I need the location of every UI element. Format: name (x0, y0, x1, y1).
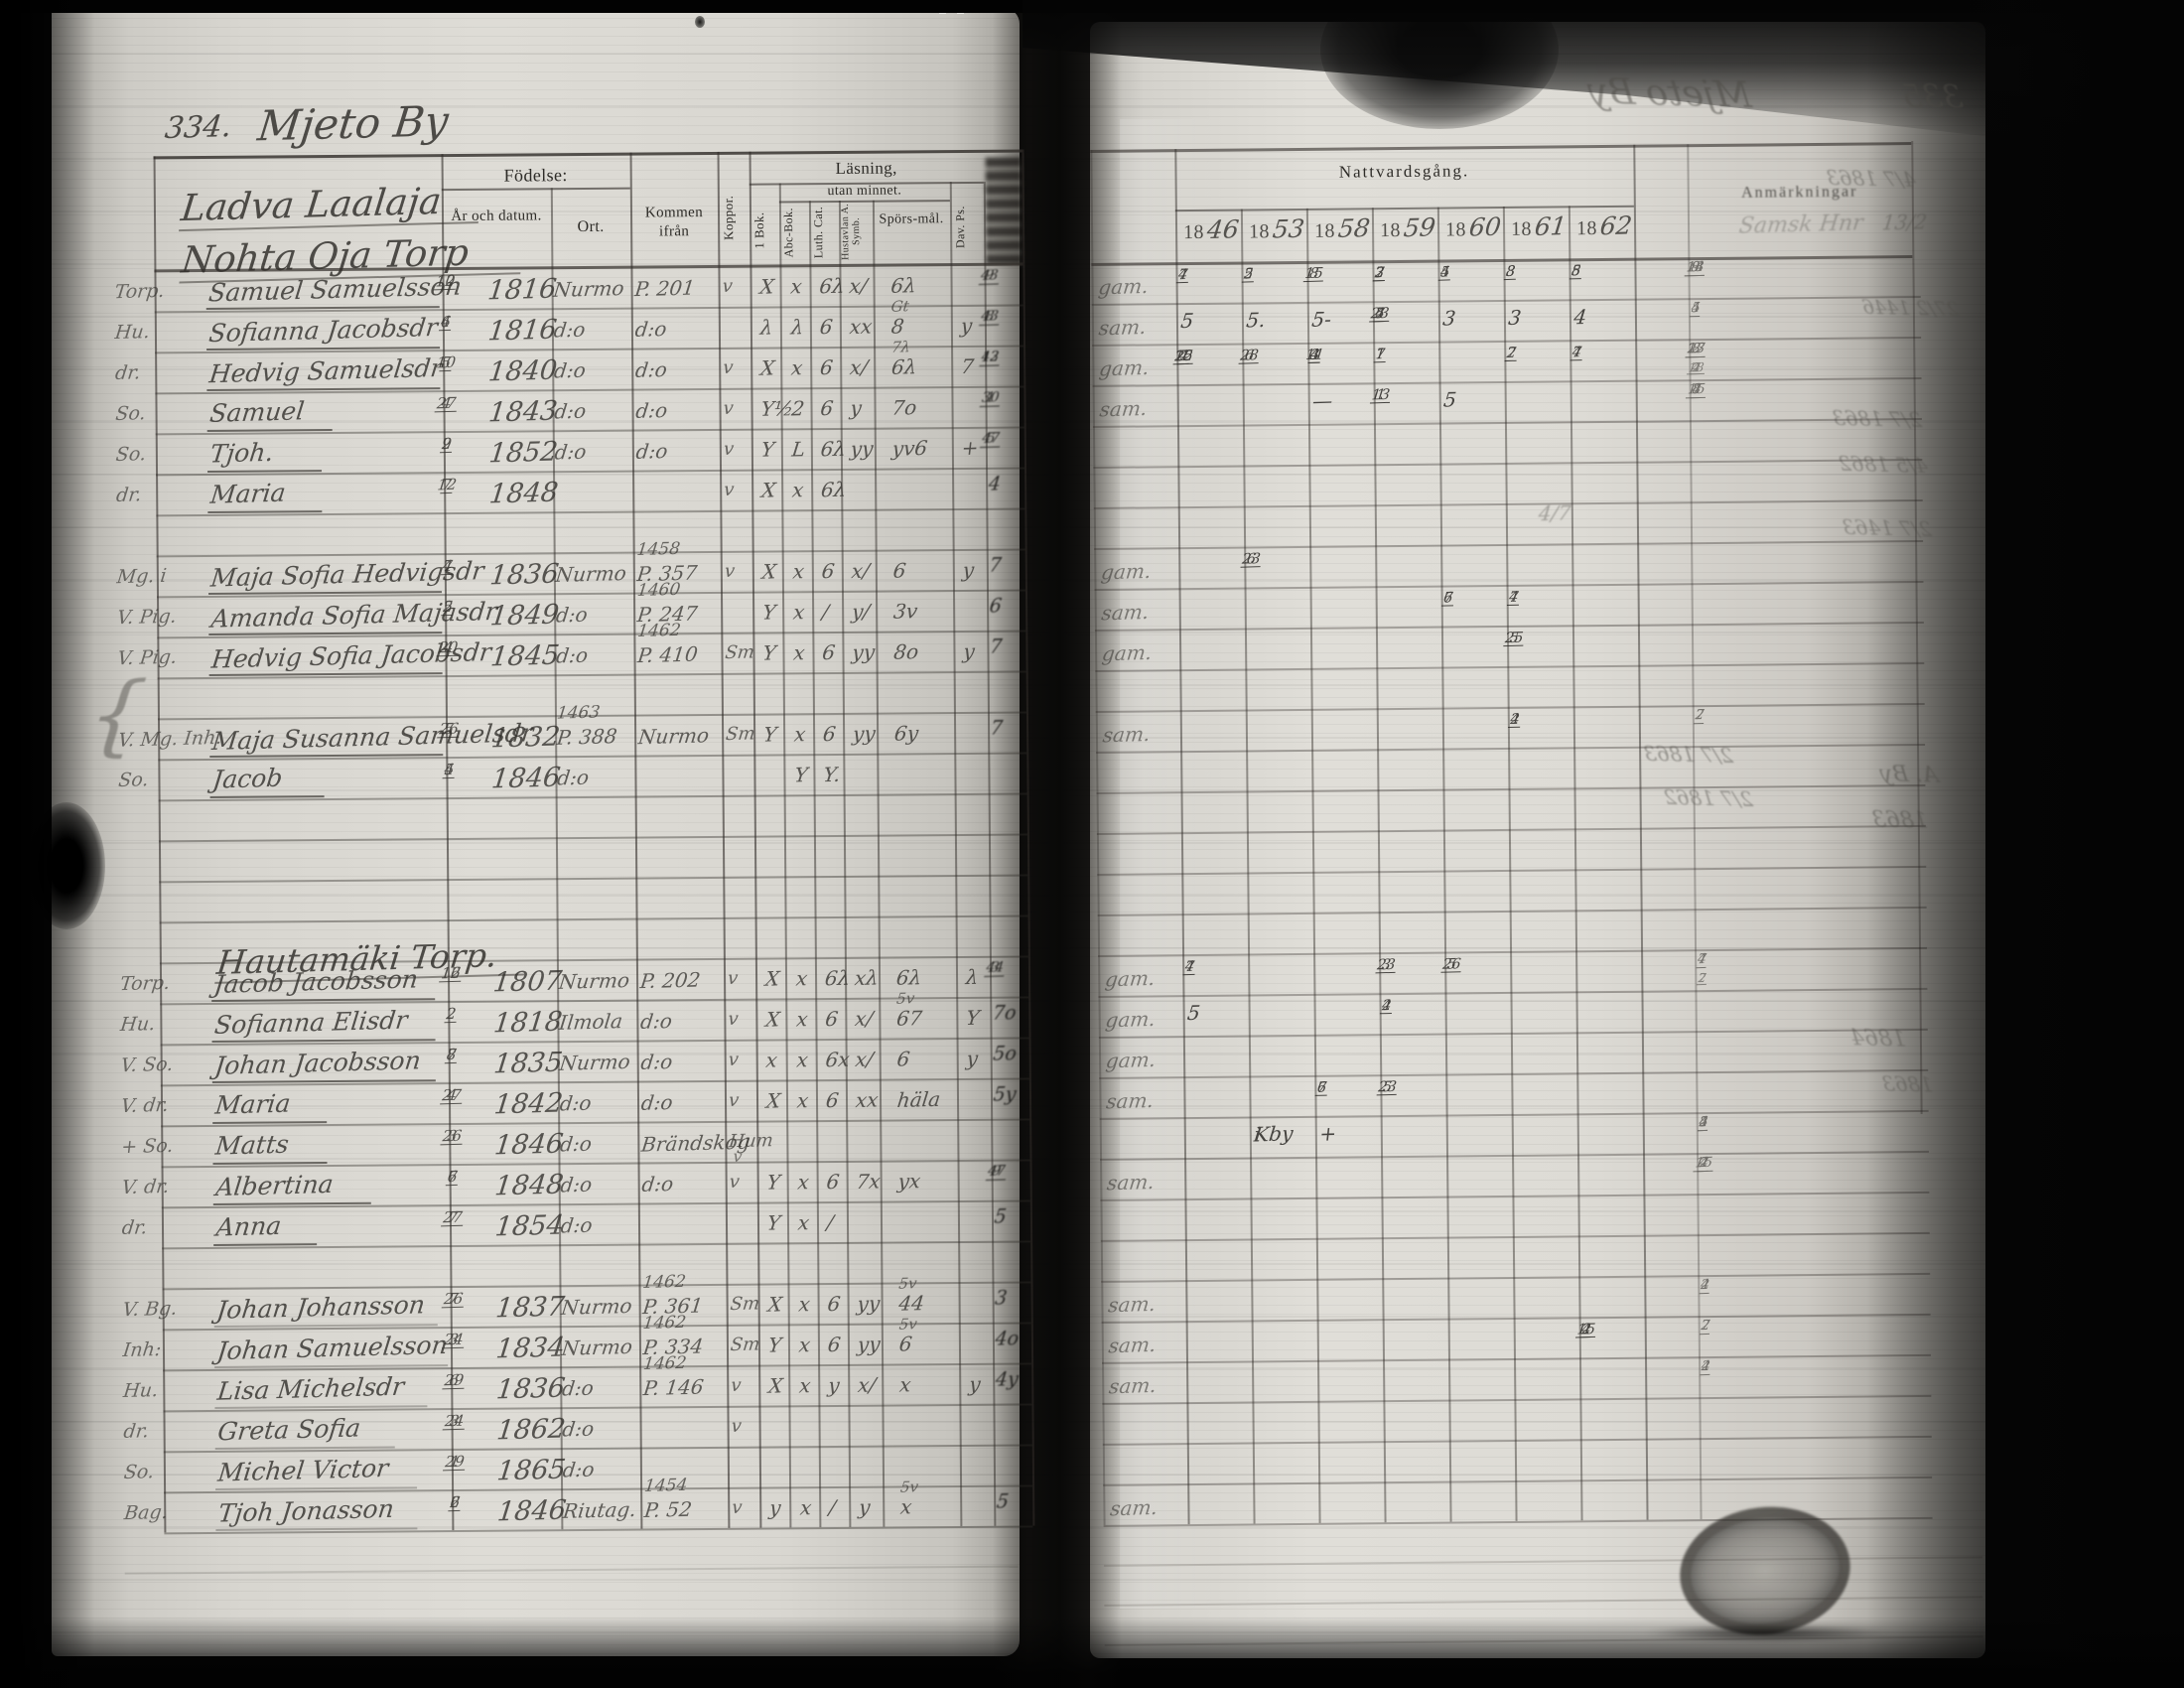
rule-line (1094, 539, 1924, 550)
rule-line (1092, 376, 1922, 387)
rule-line (1097, 865, 1927, 876)
rule-line (1091, 295, 1921, 306)
spine-highlight (1120, 119, 1219, 1609)
year-label-printed: 18 (1575, 217, 1597, 240)
communion-note: sam. (1100, 599, 1151, 626)
bleed-through-text: 1863 (1870, 807, 1930, 834)
rule-line (1103, 1556, 1982, 1567)
rule-line (1102, 1353, 1931, 1364)
rule-line (1098, 946, 1928, 957)
bleed-through-text: Mjeto By (1585, 70, 1754, 117)
rule-line (1102, 1394, 1932, 1405)
communion-note: gam. (1104, 1006, 1158, 1033)
bleed-through-text: 1863 (1880, 1071, 1935, 1097)
rule-line (1097, 906, 1927, 916)
year-label-hand: 60 (1467, 211, 1503, 242)
rule-line (1096, 743, 1926, 754)
year-label-hand: 46 (1205, 214, 1241, 245)
bleed-through-text: 13/2 (1880, 210, 1929, 235)
bleed-through-text: A. By (1878, 762, 1941, 788)
bleed-through-text: 2/7 1463 (1841, 514, 1933, 542)
rule-line (1099, 1068, 1929, 1079)
year-label-hand: 53 (1271, 213, 1306, 244)
photo-edge-left (0, 0, 94, 1688)
year-label-printed: 18 (1510, 217, 1532, 240)
rule-line (1096, 824, 1926, 835)
bleed-through-text: 2/7 1863 (1642, 741, 1734, 769)
rule-line (1103, 1476, 1933, 1486)
rule-line (1240, 209, 1256, 1524)
communion-note: gam. (1103, 965, 1157, 992)
communion-note: sam. (1097, 314, 1148, 341)
rule-line (1101, 1272, 1931, 1283)
communion-note: gam. (1097, 273, 1151, 300)
photo-edge-bottom (0, 1617, 2184, 1688)
year-label-printed: 18 (1248, 220, 1271, 243)
year-label-hand: 62 (1598, 211, 1634, 241)
rule-line (1371, 208, 1387, 1523)
bleed-through-text: Samsk Hnr (1737, 211, 1865, 239)
communion-note: sam. (1107, 1291, 1158, 1318)
communion-note: gam. (1100, 639, 1154, 666)
paper-hole (695, 16, 705, 28)
bleed-through-text: 4/7 (1537, 500, 1572, 526)
communion-note: gam. (1098, 354, 1151, 381)
communion-note: sam. (1105, 1169, 1157, 1196)
right-page-paper (1090, 22, 1985, 1658)
rule-line (1100, 1191, 1930, 1201)
bleed-through-text: 2/7 1863 (1831, 405, 1923, 433)
communion-note: sam. (1107, 1372, 1159, 1399)
rule-line (1633, 144, 1649, 1520)
year-label-printed: 18 (1379, 218, 1401, 242)
rule-line (1098, 987, 1928, 998)
rule-line (1096, 783, 1926, 794)
communion-note: sam. (1098, 395, 1149, 422)
bleed-through-text: { (83, 662, 151, 767)
bleed-through-text: 2/7 1862 (1662, 784, 1754, 812)
year-label-hand: 59 (1402, 212, 1437, 243)
communion-note: gam. (1104, 1047, 1158, 1073)
header-nattvardsgang: Nattvardsgång. (1338, 161, 1470, 182)
vignette-right (1866, 0, 2184, 1688)
communion-note: sam. (1105, 1087, 1156, 1114)
communion-note: gam. (1099, 558, 1153, 585)
rule-line (1090, 142, 1912, 153)
rule-line (1104, 1596, 1983, 1607)
rule-line (1093, 458, 1923, 469)
communion-note: sam. (1109, 1494, 1160, 1521)
year-label-printed: 18 (1444, 218, 1466, 241)
bleed-through-text: 4/5 1862 (1837, 451, 1929, 479)
year-label-printed: 18 (1313, 219, 1336, 242)
communion-note: sam. (1107, 1332, 1158, 1358)
year-label-printed: 18 (1182, 220, 1205, 244)
bleed-through-text: 27/2 1446 (1860, 296, 1961, 322)
rule-line (1102, 1435, 1932, 1446)
bleed-through-text: 4/7 1863 (1825, 165, 1917, 193)
bleed-through-text: 1864 (1848, 1026, 1908, 1053)
rule-line (1502, 206, 1518, 1521)
year-label-hand: 58 (1336, 212, 1372, 243)
bleed-through-text: 335 (1899, 76, 1966, 116)
rule-line (1098, 1028, 1928, 1039)
rule-line (1092, 417, 1922, 428)
rule-line (1093, 498, 1923, 509)
rule-line (1099, 1109, 1929, 1120)
book-gutter-shadow (993, 0, 1122, 1688)
rule-line (1100, 1150, 1930, 1161)
rule-line (1100, 1231, 1930, 1242)
communion-note: sam. (1101, 721, 1152, 748)
rule-line (1091, 255, 1913, 266)
left-page-paper (52, 8, 1020, 1656)
rule-line (1101, 1313, 1931, 1324)
rule-line (1095, 661, 1925, 672)
year-label-hand: 61 (1533, 211, 1569, 242)
